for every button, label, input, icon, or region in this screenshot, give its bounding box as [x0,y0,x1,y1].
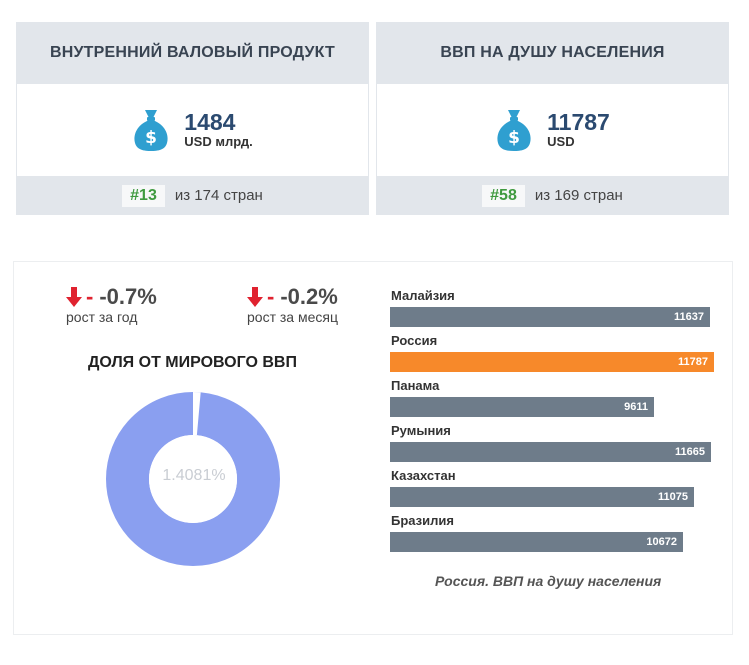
growth-month: - -0.2% рост за месяц [247,284,338,325]
world-share-title: ДОЛЯ ОТ МИРОВОГО ВВП [88,354,297,371]
growth-year-label: рост за год [66,309,138,325]
bar-category-label: Казахстан [391,468,456,483]
bar-value-label: 10672 [646,536,677,548]
bar-category-label: Бразилия [391,513,454,528]
gdp-per-capita-title: ВВП НА ДУШУ НАСЕЛЕНИЯ [376,22,729,84]
arrow-down-icon [247,287,263,307]
bar: 11637 [390,307,710,327]
gdp-per-capita-rank-row: #58 из 169 стран [376,176,729,215]
svg-text:$: $ [145,128,157,148]
bar-chart-caption: Россия. ВВП на душу населения [435,573,662,589]
gdp-rank-row: #13 из 174 стран [16,176,369,215]
bar: 10672 [390,532,683,552]
gdp-per-capita-card: ВВП НА ДУШУ НАСЕЛЕНИЯ $ 11787 USD #58 из… [376,22,729,215]
growth-month-label: рост за месяц [247,309,338,325]
bar-category-label: Россия [391,333,438,348]
growth-year-value: -0.7% [99,284,157,309]
bar-value-label: 11637 [674,311,704,323]
gdp-per-capita-unit: USD [547,134,575,149]
arrow-down-icon [66,287,82,307]
bar-value-label: 11075 [658,491,688,503]
world-share-label: 1.4081% [162,467,226,484]
gdp-unit: USD млрд. [184,134,253,149]
bar-category-label: Панама [391,378,440,393]
growth-year-dash: - [86,284,94,309]
growth-month-value: -0.2% [280,284,338,309]
gdp-per-capita-rank-badge: #58 [482,184,525,207]
bar-category-label: Малайзия [391,288,455,303]
gdp-rank-badge: #13 [122,184,165,207]
bar-category-label: Румыния [391,423,451,438]
gdp-per-capita-value: 11787 [547,109,610,135]
gdp-per-capita-body: $ 11787 USD [376,84,729,176]
bar: 11075 [390,487,694,507]
bar: 11787 [390,352,714,372]
money-bag-icon: $ [497,110,531,151]
gdp-card-body: $ 1484 USD млрд. [16,84,369,176]
svg-text:$: $ [508,128,520,148]
gdp-per-capita-rank-text: из 169 стран [534,187,623,204]
gdp-card: ВНУТРЕННИЙ ВАЛОВЫЙ ПРОДУКТ $ 1484 USD мл… [16,22,369,215]
money-bag-icon: $ [134,110,168,151]
bar-value-label: 11787 [678,356,708,368]
bar-value-label: 11665 [675,446,705,458]
bar: 9611 [390,397,654,417]
world-share-donut-chart [106,392,280,566]
donut-slice-share [193,392,201,436]
growth-month-dash: - [267,284,275,309]
gdp-card-title: ВНУТРЕННИЙ ВАЛОВЫЙ ПРОДУКТ [16,22,369,84]
growth-year: - -0.7% рост за год [66,284,157,325]
gdp-value: 1484 [184,109,236,135]
donut-hole [149,435,237,523]
bar: 11665 [390,442,711,462]
gdp-rank-text: из 174 стран [174,187,263,204]
bar-value-label: 9611 [624,401,648,413]
